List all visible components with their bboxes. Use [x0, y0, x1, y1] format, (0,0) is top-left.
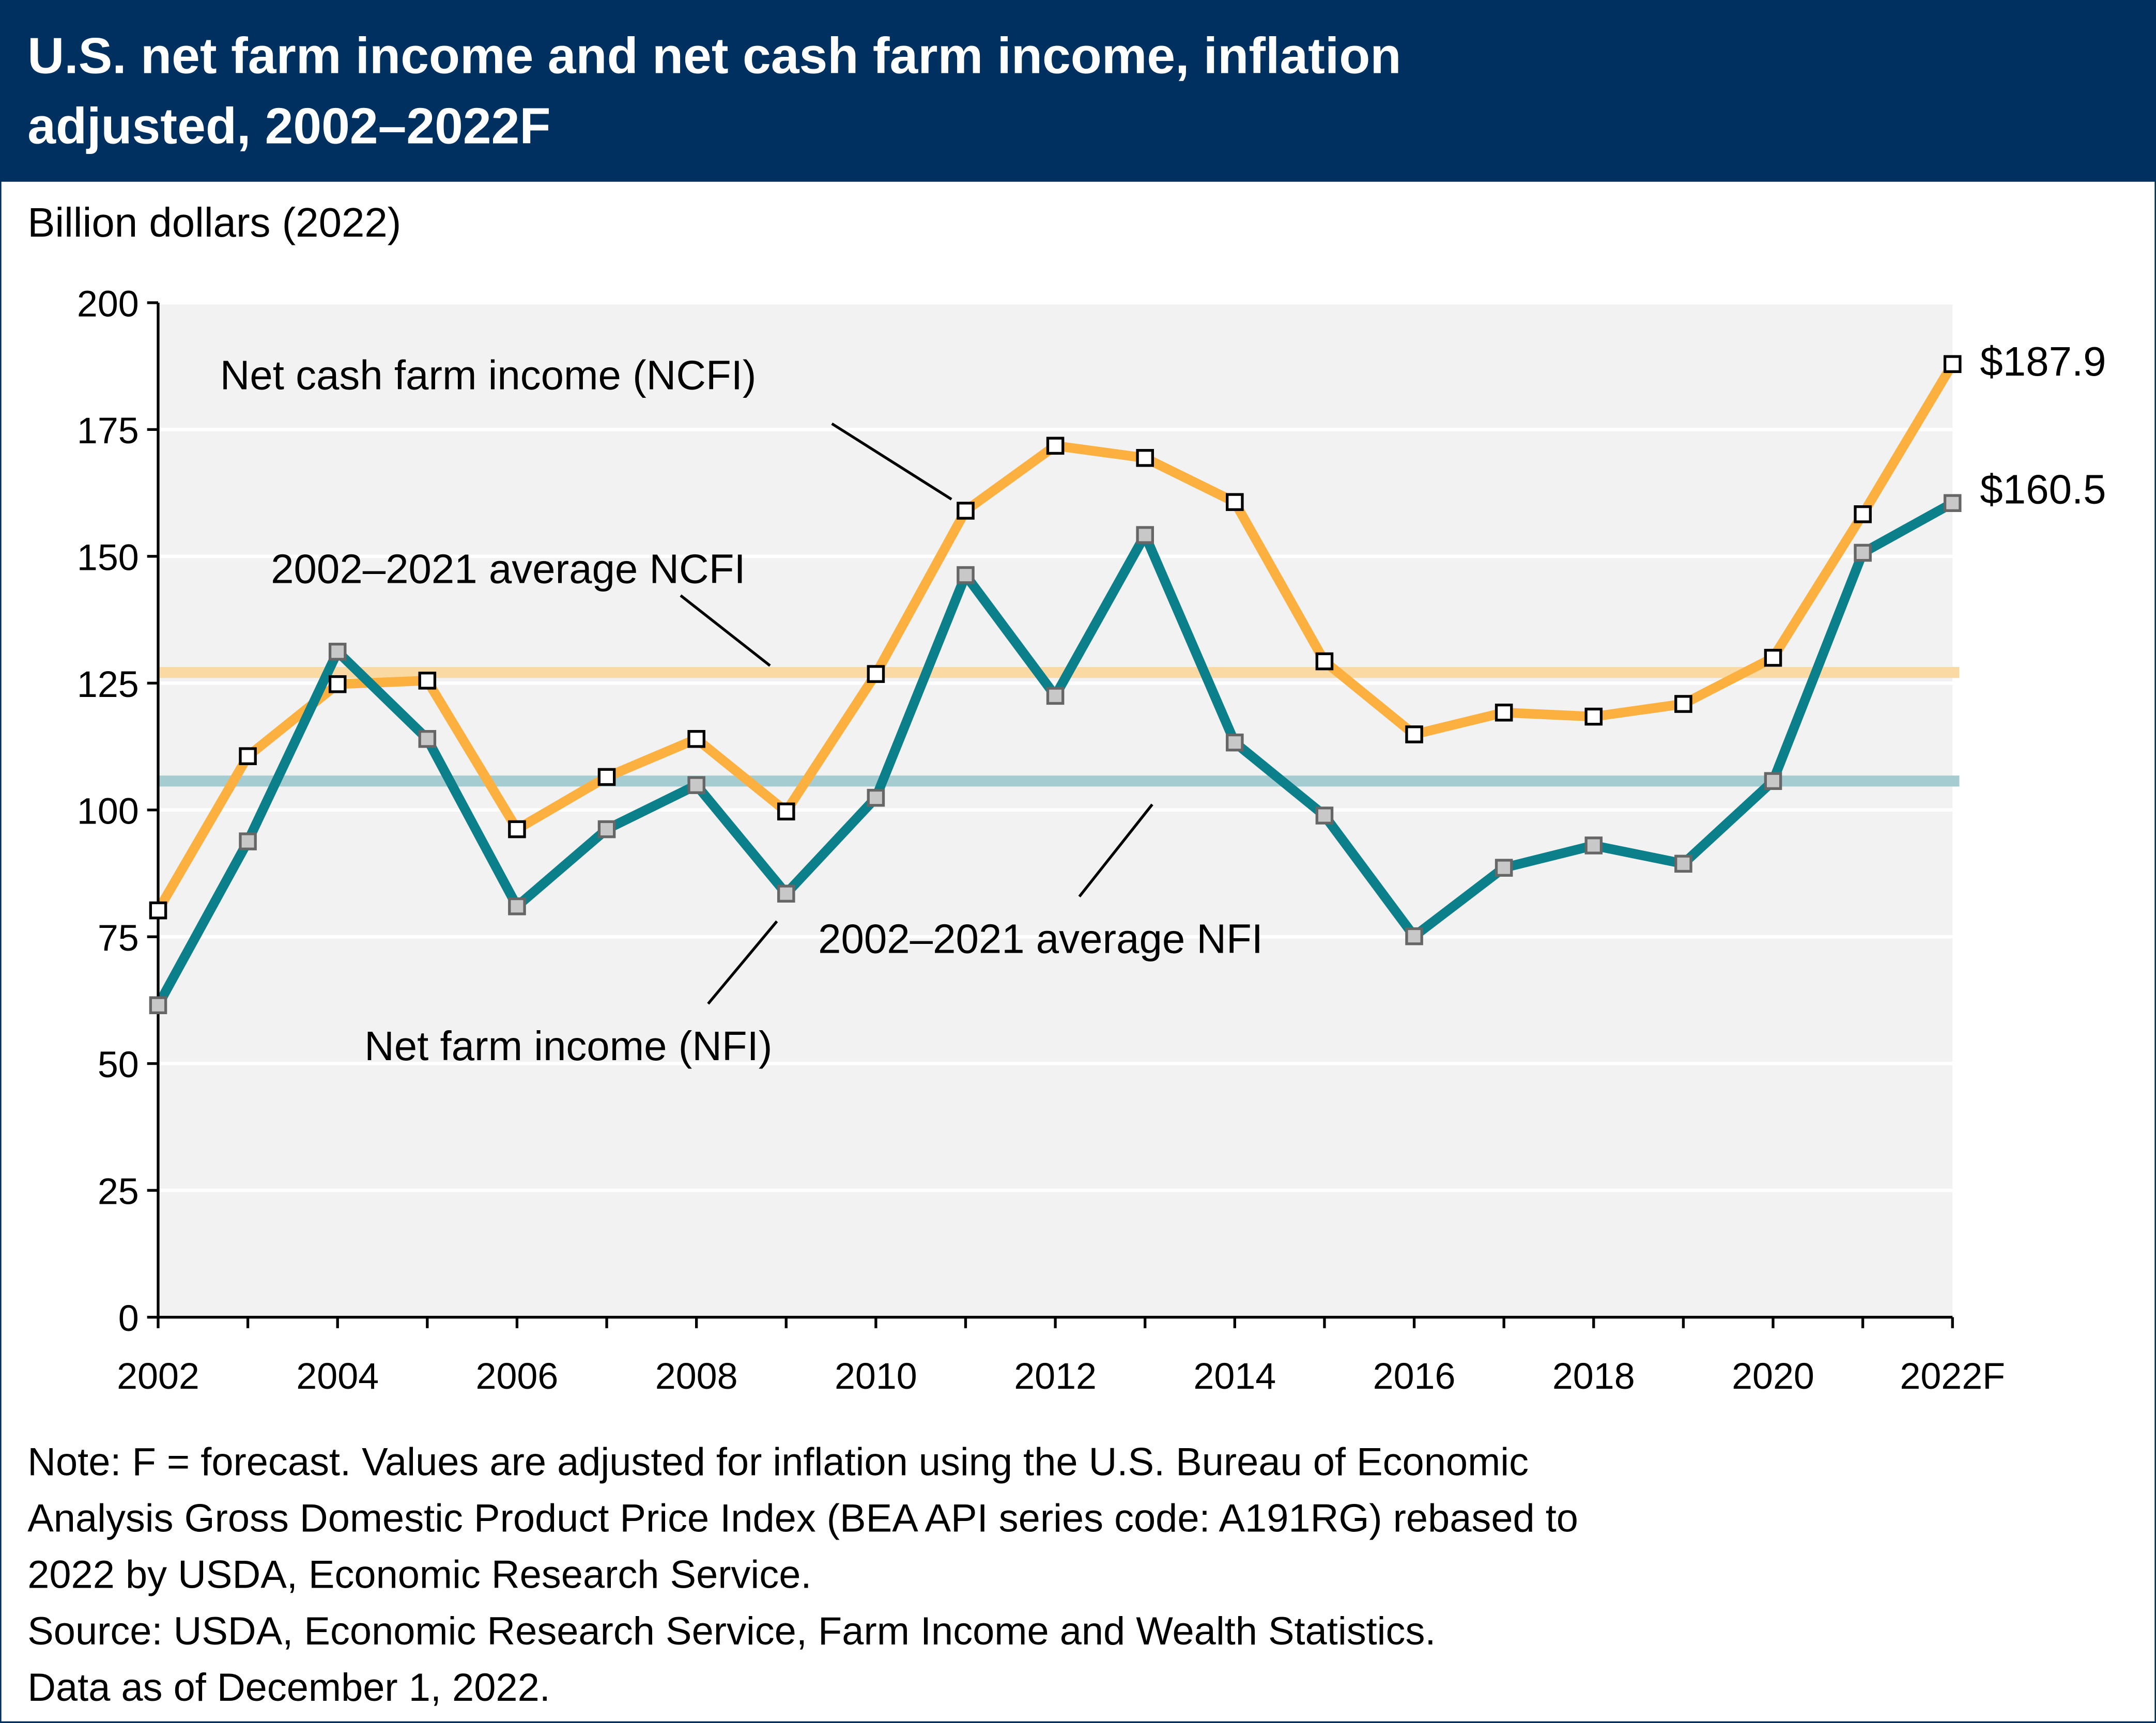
- ncfi-point: [1854, 505, 1872, 523]
- nfi-point: [1136, 526, 1154, 544]
- ncfi-point: [957, 502, 975, 520]
- nfi-point: [1495, 859, 1513, 877]
- nfi-end-label: $160.5: [1980, 466, 2106, 512]
- nfi-point: [1226, 733, 1244, 752]
- ncfi-end-label: $187.9: [1980, 338, 2106, 384]
- y-tick-label: 75: [98, 918, 139, 959]
- x-tick-label: 2004: [296, 1356, 379, 1397]
- y-tick-label: 150: [77, 537, 139, 578]
- ncfi-point: [1136, 449, 1154, 467]
- nfi-point: [1315, 806, 1334, 825]
- x-tick-label: 2016: [1373, 1356, 1456, 1397]
- ncfi-point: [1226, 493, 1244, 511]
- nfi-point: [957, 566, 975, 584]
- ncfi-point: [1405, 725, 1423, 743]
- nfi-label: Net farm income (NFI): [364, 1023, 772, 1069]
- nfi-point: [1943, 494, 1962, 513]
- ncfi-point: [328, 675, 347, 693]
- nfi-point: [687, 776, 705, 794]
- nfi-average-label: 2002–2021 average NFI: [818, 915, 1263, 961]
- x-tick-label: 2018: [1552, 1356, 1635, 1397]
- nfi-point: [149, 996, 167, 1015]
- ncfi-label: Net cash farm income (NCFI): [220, 352, 757, 398]
- y-tick-label: 0: [118, 1298, 139, 1339]
- x-tick-label: 2022F: [1900, 1356, 2005, 1397]
- nfi-point: [239, 832, 257, 850]
- title-bar: [0, 0, 2156, 182]
- note-line-3: 2022 by USDA, Economic Research Service.: [27, 1553, 811, 1597]
- ncfi-leader-line: [831, 422, 952, 501]
- ncfi-point: [1046, 437, 1065, 455]
- y-axis-label: Billion dollars (2022): [27, 199, 401, 245]
- chart-title-line-1: U.S. net farm income and net cash farm i…: [27, 27, 1401, 84]
- x-tick-label: 2010: [835, 1356, 917, 1397]
- ncfi-point: [1315, 652, 1334, 671]
- nfi-point: [1764, 772, 1782, 790]
- x-tick-label: 2014: [1193, 1356, 1276, 1397]
- nfi-point: [508, 897, 526, 915]
- nfi-point: [328, 643, 347, 661]
- y-tick-label: 25: [98, 1171, 139, 1213]
- nfi-point: [1854, 544, 1872, 562]
- ncfi-point: [239, 747, 257, 765]
- nfi-point: [867, 788, 885, 807]
- note-line-1: Note: F = forecast. Values are adjusted …: [27, 1440, 1529, 1484]
- y-tick-label: 200: [77, 284, 139, 325]
- ncfi-point: [777, 802, 795, 820]
- nfi-point: [597, 820, 616, 839]
- nfi-point: [1405, 927, 1423, 945]
- nfi-point: [1674, 855, 1692, 873]
- nfi-point: [777, 884, 795, 903]
- nfi-point: [1046, 687, 1065, 705]
- ncfi-average-leader-line: [680, 594, 771, 667]
- x-tick-label: 2008: [655, 1356, 738, 1397]
- x-tick-label: 2020: [1732, 1356, 1814, 1397]
- ncfi-point: [1674, 695, 1692, 713]
- y-tick-label: 50: [98, 1044, 139, 1085]
- ncfi-point: [149, 901, 167, 920]
- x-tick-label: 2006: [476, 1356, 559, 1397]
- ncfi-point: [418, 672, 437, 690]
- source-line: Source: USDA, Economic Research Service,…: [27, 1609, 1436, 1653]
- y-tick-label: 175: [77, 410, 139, 452]
- ncfi-point: [508, 820, 526, 839]
- ncfi-point: [597, 768, 616, 786]
- ncfi-point: [1764, 648, 1782, 667]
- nfi-point: [418, 729, 437, 748]
- nfi-point: [1584, 836, 1603, 855]
- ncfi-point: [687, 729, 705, 748]
- ncfi-point: [867, 665, 885, 683]
- ncfi-average-label: 2002–2021 average NCFI: [271, 546, 745, 592]
- chart-title-line-2: adjusted, 2002–2022F: [27, 97, 550, 154]
- data-date-line: Data as of December 1, 2022.: [27, 1666, 550, 1710]
- y-tick-label: 125: [77, 664, 139, 705]
- x-tick-label: 2002: [117, 1356, 199, 1397]
- y-tick-label: 100: [77, 790, 139, 832]
- ncfi-point: [1495, 703, 1513, 722]
- x-tick-label: 2012: [1014, 1356, 1097, 1397]
- nfi-leader-line: [707, 920, 778, 1005]
- ncfi-point: [1943, 355, 1962, 374]
- note-line-2: Analysis Gross Domestic Product Price In…: [27, 1497, 1578, 1541]
- nfi-average-leader-line: [1078, 803, 1153, 897]
- ncfi-point: [1584, 707, 1603, 726]
